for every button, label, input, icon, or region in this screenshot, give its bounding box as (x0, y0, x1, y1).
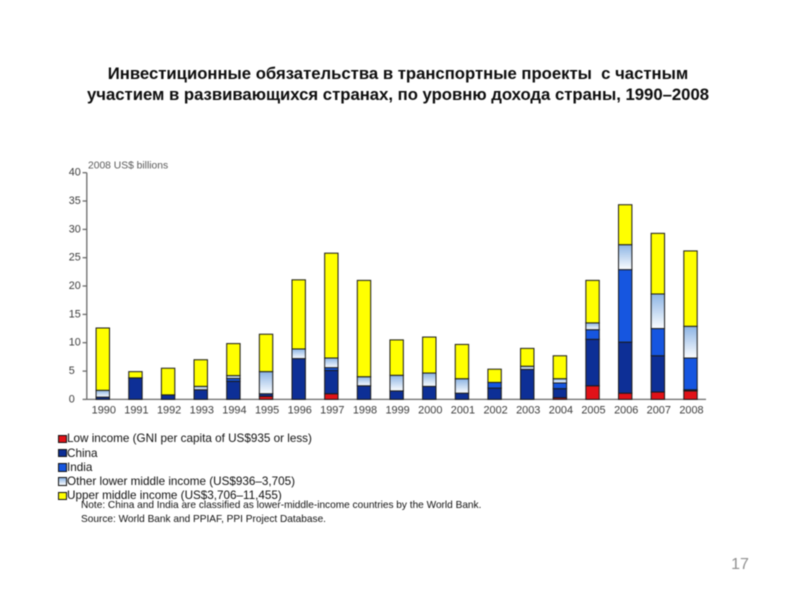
svg-text:35: 35 (69, 195, 81, 207)
svg-text:40: 40 (69, 167, 81, 179)
svg-text:1997: 1997 (320, 404, 344, 416)
svg-text:2005: 2005 (581, 404, 605, 416)
svg-text:2002: 2002 (483, 404, 507, 416)
svg-text:2006: 2006 (614, 404, 638, 416)
svg-text:1999: 1999 (385, 404, 409, 416)
svg-text:1998: 1998 (353, 404, 377, 416)
svg-text:15: 15 (69, 308, 81, 320)
svg-text:1996: 1996 (288, 404, 312, 416)
svg-text:1992: 1992 (157, 404, 181, 416)
svg-text:25: 25 (69, 252, 81, 264)
svg-text:20: 20 (69, 280, 81, 292)
svg-text:5: 5 (69, 365, 75, 377)
svg-text:2007: 2007 (647, 404, 671, 416)
svg-text:2003: 2003 (516, 404, 540, 416)
svg-text:1991: 1991 (124, 404, 148, 416)
svg-text:30: 30 (69, 223, 81, 235)
svg-text:2000: 2000 (418, 404, 442, 416)
svg-text:1994: 1994 (222, 404, 246, 416)
svg-text:2008 US$ billions: 2008 US$ billions (88, 160, 168, 171)
svg-text:2004: 2004 (549, 404, 573, 416)
svg-text:2008: 2008 (679, 404, 703, 416)
svg-text:10: 10 (69, 337, 81, 349)
svg-text:1995: 1995 (255, 404, 279, 416)
svg-text:1993: 1993 (190, 404, 214, 416)
svg-text:0: 0 (69, 393, 75, 405)
svg-text:2001: 2001 (451, 404, 475, 416)
svg-text:1990: 1990 (92, 404, 116, 416)
